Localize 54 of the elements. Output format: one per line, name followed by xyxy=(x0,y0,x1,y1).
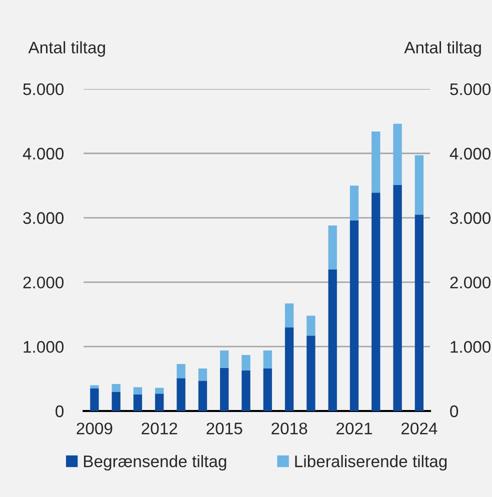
bar xyxy=(198,380,208,412)
bar xyxy=(284,327,294,412)
y-tick-label: 1.000 xyxy=(24,341,64,353)
bar xyxy=(393,184,402,412)
bar xyxy=(263,368,272,412)
bar xyxy=(306,336,316,412)
bar xyxy=(350,220,359,412)
y2-tick-label: 1.000 xyxy=(450,341,491,353)
bar xyxy=(176,364,186,378)
bar xyxy=(372,192,380,412)
y-tick-label: 3.000 xyxy=(23,212,64,224)
bar xyxy=(328,226,337,270)
bar xyxy=(90,385,99,388)
bar xyxy=(263,350,272,369)
y-tick-label: 4.000 xyxy=(22,148,64,160)
bar xyxy=(133,387,142,394)
y-axis-title: Antal tiltag xyxy=(28,41,105,57)
y-tick-label: 5.000 xyxy=(23,83,64,96)
x-tick-label: 2021 xyxy=(336,422,372,434)
bar xyxy=(350,186,359,220)
x-tick-label: 2015 xyxy=(206,422,242,434)
bar xyxy=(372,131,380,193)
legend-label: Liberaliserende tiltag xyxy=(295,455,447,471)
y2-tick-label: 5.000 xyxy=(450,83,491,96)
bar xyxy=(393,124,402,185)
bar xyxy=(155,394,164,412)
bar xyxy=(306,316,316,336)
bar xyxy=(414,155,424,215)
x-tick-label: 2018 xyxy=(272,422,308,434)
bar xyxy=(242,354,250,370)
y2-tick-label: 4.000 xyxy=(450,148,491,160)
y-tick-label: 0 xyxy=(56,405,64,418)
legend-label: Begrænsende tiltag xyxy=(84,455,226,471)
x-tick-label: 2012 xyxy=(142,422,178,434)
bar xyxy=(90,388,99,412)
y2-tick-label: 3.000 xyxy=(450,212,491,224)
bar xyxy=(284,303,294,328)
bar xyxy=(242,370,250,412)
x-tick-label: 2024 xyxy=(401,422,438,434)
y-tick-label: 2.000 xyxy=(23,276,64,288)
y2-tick-label: 2.000 xyxy=(450,276,491,288)
bar xyxy=(328,269,337,412)
bar xyxy=(220,368,229,412)
bar xyxy=(176,378,186,412)
x-tick-label: 2009 xyxy=(76,422,112,434)
bar xyxy=(133,394,142,412)
bar xyxy=(155,388,164,394)
bar xyxy=(112,392,120,412)
bar xyxy=(414,214,424,412)
bar xyxy=(112,384,120,392)
y2-tick-label: 0 xyxy=(450,405,458,418)
y2-axis-title: Antal tiltag xyxy=(404,41,481,57)
bar xyxy=(220,350,229,368)
bar xyxy=(198,368,208,381)
